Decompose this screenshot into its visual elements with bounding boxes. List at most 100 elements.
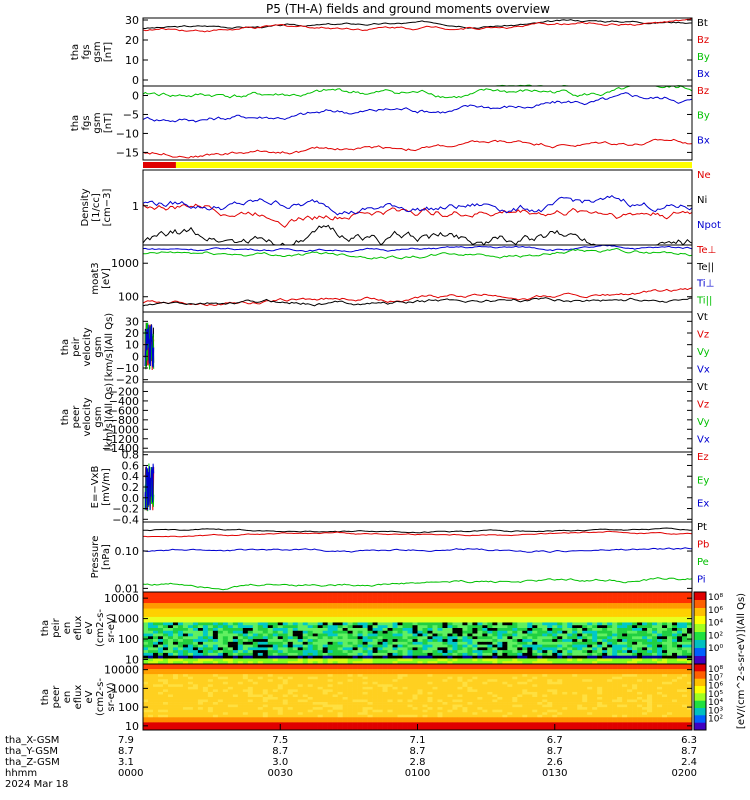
heatmap-cell [527, 603, 533, 607]
heatmap-cell [537, 628, 543, 632]
heatmap-cell [212, 619, 219, 623]
heatmap-cell [537, 608, 543, 612]
heatmap-cell [687, 628, 693, 632]
heatmap-cell [207, 600, 214, 604]
heatmap-cell [227, 592, 234, 596]
heatmap-cell [552, 699, 558, 703]
heatmap-cell [537, 702, 543, 705]
heatmap-cell [337, 684, 343, 688]
heatmap-cell [552, 694, 558, 698]
heatmap-cell [522, 616, 528, 620]
heatmap-cell [457, 625, 463, 629]
heatmap-cell [432, 614, 438, 618]
heatmap-cell [152, 611, 159, 615]
heatmap-cell [402, 655, 408, 659]
heatmap-cell [407, 694, 413, 698]
heatmap-cell [437, 699, 443, 703]
heatmap-cell [252, 603, 259, 607]
heatmap-cell [217, 661, 224, 665]
heatmap-cell [297, 707, 304, 710]
heatmap-cell [597, 655, 603, 659]
heatmap-cell [242, 639, 249, 643]
heatmap-cell [437, 704, 443, 708]
heatmap-cell [212, 605, 219, 609]
heatmap-cell [532, 691, 538, 695]
heatmap-cell [552, 630, 558, 634]
heatmap-cell [237, 619, 244, 623]
heatmap-cell [647, 664, 653, 667]
heatmap-cell [417, 691, 423, 695]
heatmap-cell [437, 666, 443, 670]
heatmap-cell [197, 669, 204, 672]
heatmap-cell [537, 674, 543, 677]
heatmap-cell [592, 600, 598, 604]
heatmap-cell [617, 666, 623, 670]
heatmap-cell [572, 592, 578, 596]
heatmap-cell [332, 679, 338, 683]
heatmap-cell [302, 699, 308, 703]
heatmap-cell [492, 661, 498, 665]
heatmap-cell [197, 600, 204, 604]
heatmap-cell [542, 633, 548, 637]
heatmap-cell [457, 619, 463, 623]
heatmap-cell [407, 611, 413, 615]
heatmap-cell [217, 679, 224, 683]
heatmap-cell [582, 616, 588, 620]
heatmap-cell [162, 676, 169, 680]
heatmap-cell [612, 669, 618, 672]
heatmap-cell [502, 684, 508, 688]
heatmap-cell [232, 616, 239, 620]
heatmap-cell [682, 622, 688, 626]
heatmap-cell [222, 636, 229, 640]
heatmap-cell [452, 664, 458, 667]
heatmap-cell [332, 611, 338, 615]
heatmap-cell [312, 697, 318, 700]
heatmap-cell [422, 694, 428, 698]
heatmap-cell [597, 619, 603, 623]
heatmap-cell [147, 611, 154, 615]
heatmap-cell [402, 697, 408, 700]
heatmap-cell [547, 652, 553, 656]
heatmap-cell [412, 704, 418, 708]
heatmap-cell [312, 666, 318, 670]
heatmap-cell [337, 616, 343, 620]
heatmap-cell [192, 600, 199, 604]
heatmap-cell [322, 669, 328, 672]
heatmap-cell [352, 614, 358, 618]
heatmap-cell [297, 644, 304, 648]
heatmap-cell [632, 691, 638, 695]
heatmap-cell [607, 625, 613, 629]
heatmap-cell [517, 661, 523, 665]
heatmap-cell [512, 611, 518, 615]
heatmap-cell [677, 594, 683, 598]
heatmap-cell [522, 699, 528, 703]
heatmap-cell [297, 674, 304, 677]
heatmap-cell [477, 689, 483, 693]
heatmap-cell [392, 661, 398, 665]
heatmap-cell [242, 652, 249, 656]
heatmap-cell [167, 647, 174, 651]
heatmap-cell [642, 652, 648, 656]
heatmap-cell [172, 628, 179, 632]
heatmap-cell [262, 605, 269, 609]
heatmap-cell [312, 592, 318, 596]
heatmap-cell [607, 619, 613, 623]
heatmap-cell [212, 611, 219, 615]
heatmap-cell [337, 644, 343, 648]
heatmap-cell [397, 664, 403, 667]
heatmap-cell [417, 600, 423, 604]
heatmap-cell [332, 644, 338, 648]
heatmap-cell [337, 652, 343, 656]
heatmap-cell [407, 592, 413, 596]
heatmap-cell [577, 616, 583, 620]
y-tick-label: 0.6 [122, 459, 140, 472]
heatmap-cell [202, 699, 209, 703]
heatmap-cell [152, 674, 159, 677]
heatmap-cell [402, 689, 408, 693]
heatmap-cell [627, 600, 633, 604]
heatmap-cell [507, 611, 513, 615]
heatmap-cell [442, 697, 448, 700]
heatmap-cell [597, 652, 603, 656]
heatmap-cell [252, 597, 259, 601]
heatmap-cell [537, 704, 543, 708]
